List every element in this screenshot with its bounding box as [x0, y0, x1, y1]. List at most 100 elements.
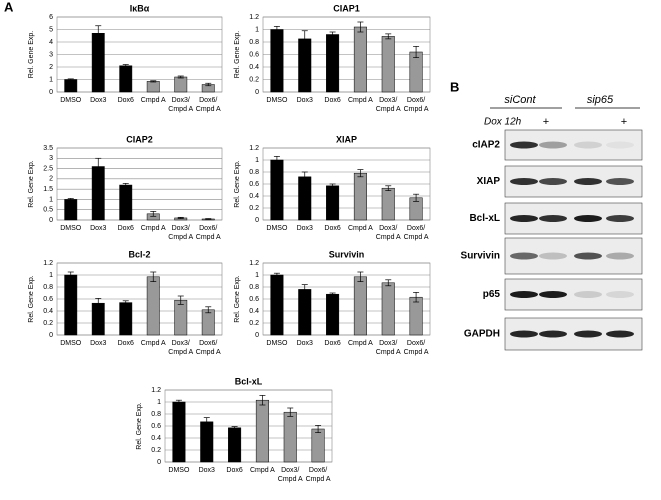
error-bar	[259, 395, 266, 406]
y-axis-label: Rel. Gene Exp.	[136, 402, 143, 450]
bar	[326, 293, 340, 336]
error-bar	[177, 75, 184, 79]
chart-title: Survivin	[329, 249, 365, 259]
error-bar	[329, 31, 336, 38]
y-tick-label: 1.5	[43, 186, 53, 193]
y-axis-label: Rel. Gene Exp.	[234, 275, 241, 323]
x-tick-label: Dox3	[297, 225, 313, 232]
x-tick-label: DMSO	[266, 225, 288, 232]
x-tick-label: Dox3/Cmpd A	[376, 97, 401, 113]
error-bar	[122, 300, 129, 305]
y-tick-label: 2	[49, 64, 53, 71]
blot-band	[539, 141, 567, 149]
bar	[381, 282, 395, 336]
error-bar	[413, 193, 420, 202]
chart-title: IκBα	[130, 3, 150, 13]
blot-band	[606, 141, 634, 149]
chart-title: CIAP1	[333, 3, 360, 13]
blot-row-label: p65	[483, 289, 501, 300]
plot-frame	[262, 147, 431, 221]
x-tick-label: Dox3	[90, 340, 106, 347]
y-tick-label: 2.5	[43, 165, 53, 172]
error-bar	[273, 26, 280, 33]
plot-frame	[56, 16, 223, 93]
y-tick-label: 0.4	[43, 308, 53, 315]
y-tick-label: 1.2	[249, 260, 259, 267]
error-bar	[413, 46, 420, 58]
error-bar	[175, 399, 182, 405]
blot-band	[574, 330, 602, 338]
x-tick-label: Dox6	[118, 225, 134, 232]
x-tick-label: Dox3	[90, 97, 106, 104]
y-axis-label: Rel. Gene Exp.	[28, 275, 35, 323]
y-tick-label: 0.6	[249, 181, 259, 188]
y-tick-label: 0.2	[249, 320, 259, 327]
x-tick-label: DMSO	[60, 225, 82, 232]
blot-band	[510, 330, 538, 338]
blot-band	[606, 252, 634, 260]
y-tick-label: 0.8	[249, 169, 259, 176]
error-bar	[67, 271, 74, 279]
y-axis-label: Rel. Gene Exp.	[28, 31, 35, 79]
x-tick-label: Cmpd A	[348, 225, 373, 232]
y-tick-label: 0	[255, 89, 259, 96]
blot-row-label: GAPDH	[464, 329, 500, 340]
bar	[146, 276, 160, 336]
y-tick-label: 1	[255, 26, 259, 33]
error-bar	[95, 298, 102, 309]
y-tick-label: 1	[49, 76, 53, 83]
y-tick-label: 6	[49, 14, 53, 21]
x-tick-label: DMSO	[266, 340, 288, 347]
x-tick-label: Cmpd A	[141, 225, 166, 232]
chart-title: CIAP2	[126, 134, 153, 144]
bar	[64, 79, 78, 93]
y-tick-label: 0	[49, 332, 53, 339]
y-tick-label: 0.8	[249, 39, 259, 46]
x-tick-label: Dox3/Cmpd A	[168, 97, 193, 113]
x-tick-label: Dox3	[199, 467, 215, 474]
x-tick-label: Dox6	[324, 340, 340, 347]
y-tick-label: 0	[49, 89, 53, 96]
y-tick-label: 0.6	[249, 296, 259, 303]
y-tick-label: 0.6	[249, 51, 259, 58]
panel-label: A	[4, 0, 14, 14]
y-tick-label: 2	[49, 176, 53, 183]
y-tick-label: 0.4	[151, 435, 161, 442]
y-tick-label: 1.2	[249, 145, 259, 152]
y-tick-label: 0.2	[249, 205, 259, 212]
y-tick-label: 0.4	[249, 193, 259, 200]
x-tick-label: Dox6/Cmpd A	[196, 340, 221, 356]
blot-band	[574, 141, 602, 149]
blot-band	[574, 252, 602, 260]
error-bar	[301, 171, 308, 182]
error-bar	[95, 157, 102, 176]
y-tick-label: 0.4	[249, 64, 259, 71]
bar	[409, 51, 423, 93]
error-bar	[205, 218, 212, 220]
blot-row-label: cIAP2	[472, 140, 500, 151]
bar	[119, 302, 133, 336]
bar	[298, 289, 312, 336]
error-bar	[95, 25, 102, 42]
western-blot: siCont sip65 Dox 12h + + cIAP2 XIAP Bcl-xL…	[461, 94, 643, 351]
panel-label: B	[450, 79, 459, 94]
error-bar	[357, 21, 364, 33]
plot-frame	[262, 262, 431, 336]
x-tick-label: Dox6	[324, 97, 340, 104]
blot-band	[510, 291, 538, 298]
bar	[119, 184, 133, 221]
y-tick-label: 0.8	[151, 411, 161, 418]
bar	[353, 26, 367, 93]
bar	[64, 274, 78, 336]
x-tick-label: Dox6/Cmpd A	[196, 225, 221, 241]
error-bar	[273, 272, 280, 278]
x-tick-label: Cmpd A	[348, 340, 373, 347]
error-bar	[150, 211, 157, 217]
y-tick-label: 5	[49, 26, 53, 33]
x-tick-label: Dox6	[324, 225, 340, 232]
error-bar	[357, 169, 364, 178]
treatment-label: Dox 12h	[484, 117, 522, 128]
y-tick-label: 0.5	[43, 207, 53, 214]
blot-row-label: XIAP	[477, 176, 501, 187]
y-tick-label: 0.8	[249, 284, 259, 291]
